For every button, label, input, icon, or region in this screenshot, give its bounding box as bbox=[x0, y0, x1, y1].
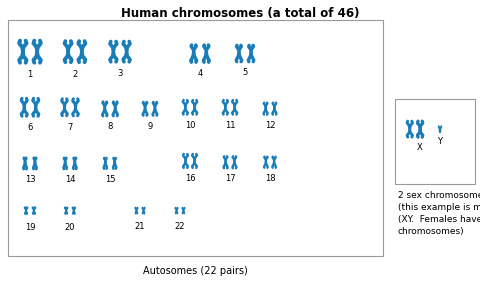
Text: 18: 18 bbox=[264, 174, 276, 183]
Text: 15: 15 bbox=[105, 175, 115, 184]
Text: 17: 17 bbox=[225, 174, 235, 183]
Text: 6: 6 bbox=[27, 123, 33, 132]
Text: 12: 12 bbox=[265, 121, 275, 130]
Text: 13: 13 bbox=[24, 175, 36, 184]
Text: Human chromosomes (a total of 46): Human chromosomes (a total of 46) bbox=[121, 7, 359, 20]
Text: 21: 21 bbox=[135, 222, 145, 231]
Text: 14: 14 bbox=[65, 175, 75, 184]
Text: Autosomes (22 pairs): Autosomes (22 pairs) bbox=[143, 266, 247, 276]
Text: 20: 20 bbox=[65, 223, 75, 232]
Text: 22: 22 bbox=[175, 222, 185, 231]
Text: 11: 11 bbox=[225, 121, 235, 130]
Text: 8: 8 bbox=[108, 122, 113, 131]
Text: 16: 16 bbox=[185, 174, 195, 184]
Text: 2: 2 bbox=[72, 70, 78, 79]
Text: X: X bbox=[417, 143, 423, 152]
Text: 1: 1 bbox=[27, 70, 33, 79]
Text: 19: 19 bbox=[25, 223, 35, 232]
Text: 9: 9 bbox=[147, 122, 153, 131]
Text: 4: 4 bbox=[197, 69, 203, 77]
Text: 3: 3 bbox=[117, 69, 123, 78]
Text: 10: 10 bbox=[185, 121, 195, 130]
Text: 2 sex chromosomes
(this example is male
(XY.  Females have 2 X
chromosomes): 2 sex chromosomes (this example is male … bbox=[398, 191, 480, 236]
Text: Y: Y bbox=[437, 137, 443, 146]
Text: 5: 5 bbox=[242, 68, 248, 77]
Text: 7: 7 bbox=[67, 123, 72, 132]
